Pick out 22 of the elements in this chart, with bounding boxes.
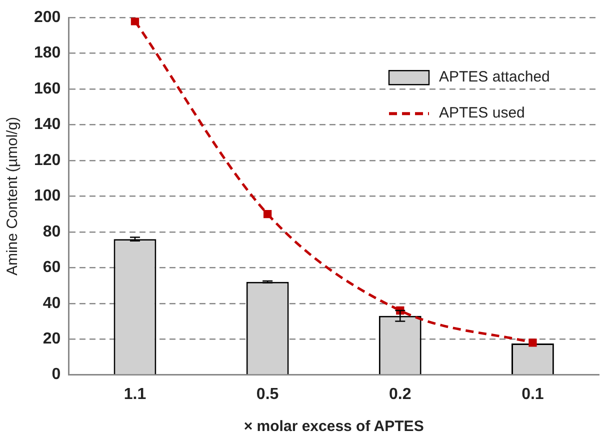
y-tick-label: 60 (42, 259, 61, 276)
y-tick-label: 140 (34, 116, 61, 134)
y-tick-label: 0 (52, 366, 61, 384)
y-axis-title: Amine Content (µmol/g) (4, 116, 22, 276)
y-tick-label: 200 (34, 9, 61, 26)
y-tick-label: 100 (34, 188, 61, 205)
point (263, 210, 272, 218)
x-tick-label: 0.2 (389, 386, 412, 403)
x-tick-label: 0.5 (256, 386, 279, 403)
legend-label: APTES attached (439, 68, 550, 86)
legend-label: APTES used (439, 104, 525, 122)
y-tick-label: 20 (42, 330, 61, 348)
y-tick-label: 40 (42, 294, 61, 312)
x-axis-title: × molar excess of APTES (244, 418, 424, 436)
y-tick-label: 160 (34, 80, 61, 98)
point (528, 338, 537, 347)
y-tick-label: 180 (34, 44, 61, 62)
y-tick-label: 120 (34, 152, 61, 169)
y-tick-label: 80 (42, 223, 61, 240)
point (130, 18, 140, 26)
x-tick-label: 1.1 (124, 386, 146, 403)
x-tick-label: 0.1 (522, 386, 544, 403)
